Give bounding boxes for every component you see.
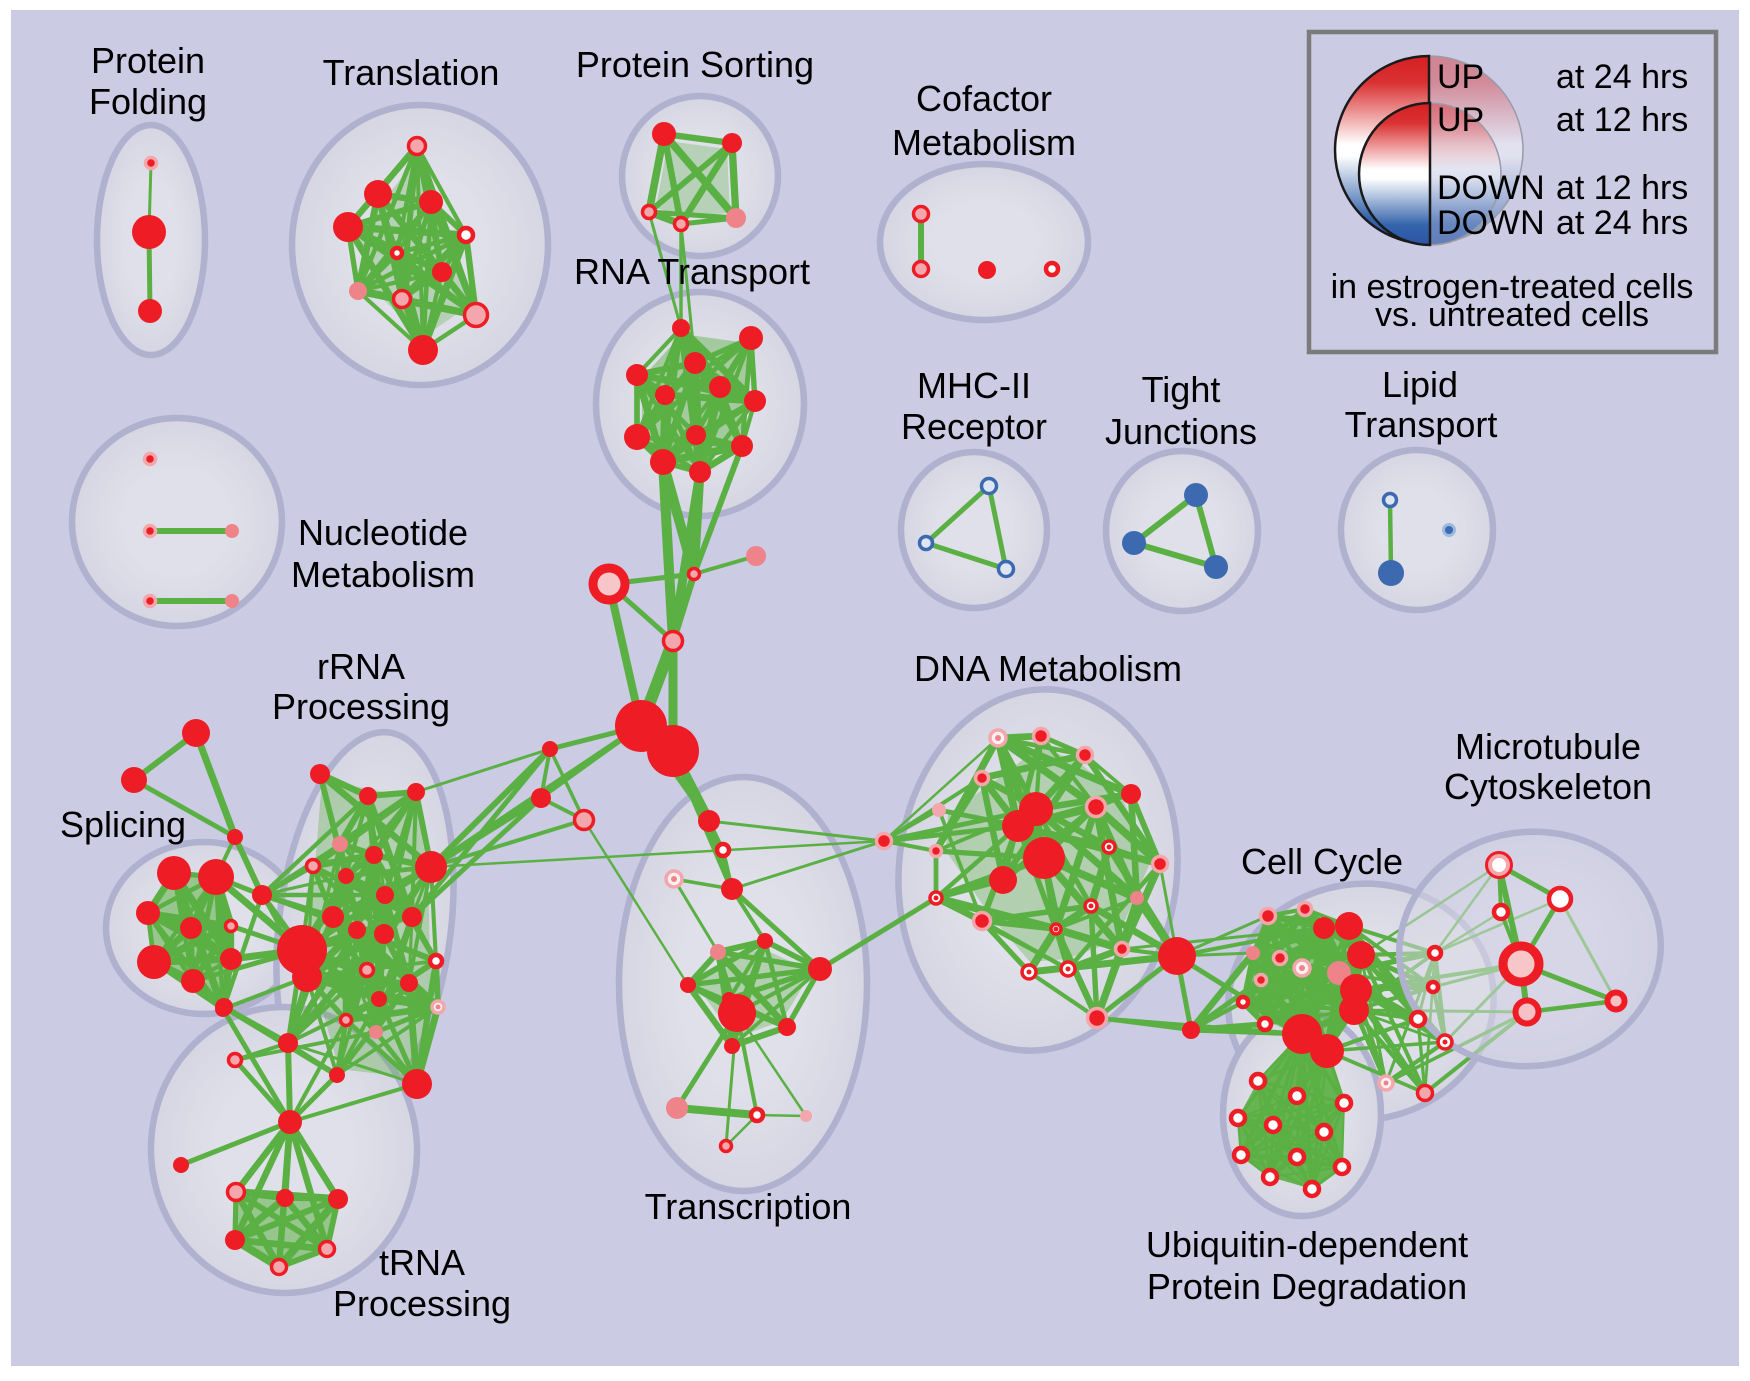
svg-text:rRNA: rRNA	[317, 646, 405, 687]
svg-text:Folding: Folding	[89, 81, 207, 122]
svg-text:at 12 hrs: at 12 hrs	[1556, 101, 1688, 139]
svg-text:at 24 hrs: at 24 hrs	[1556, 204, 1688, 242]
svg-text:Translation: Translation	[323, 52, 500, 93]
svg-text:Processing: Processing	[333, 1283, 511, 1324]
svg-text:Nucleotide: Nucleotide	[298, 512, 468, 553]
svg-text:Protein Degradation: Protein Degradation	[1147, 1266, 1467, 1307]
svg-text:Receptor: Receptor	[901, 406, 1047, 447]
svg-text:Splicing: Splicing	[60, 804, 186, 845]
svg-text:DNA Metabolism: DNA Metabolism	[914, 648, 1182, 689]
svg-text:vs. untreated cells: vs. untreated cells	[1375, 296, 1649, 334]
svg-text:Cofactor: Cofactor	[916, 78, 1052, 119]
svg-text:Metabolism: Metabolism	[291, 554, 475, 595]
svg-text:DOWN: DOWN	[1437, 204, 1545, 242]
svg-text:MHC-II: MHC-II	[917, 365, 1031, 406]
svg-text:Cytoskeleton: Cytoskeleton	[1444, 766, 1652, 807]
svg-text:Tight: Tight	[1142, 369, 1221, 410]
svg-text:UP: UP	[1437, 101, 1484, 139]
svg-text:Cell Cycle: Cell Cycle	[1241, 841, 1403, 882]
svg-text:UP: UP	[1437, 58, 1484, 96]
svg-text:DOWN: DOWN	[1437, 169, 1545, 207]
svg-text:tRNA: tRNA	[379, 1242, 465, 1283]
svg-text:Transport: Transport	[1345, 404, 1498, 445]
svg-text:Lipid: Lipid	[1382, 364, 1458, 405]
svg-text:in estrogen-treated cells: in estrogen-treated cells	[1331, 268, 1694, 306]
svg-text:at 12 hrs: at 12 hrs	[1556, 169, 1688, 207]
svg-text:Ubiquitin-dependent: Ubiquitin-dependent	[1146, 1224, 1468, 1265]
svg-text:Microtubule: Microtubule	[1455, 726, 1641, 767]
svg-text:Protein Sorting: Protein Sorting	[576, 44, 814, 85]
svg-text:Processing: Processing	[272, 686, 450, 727]
svg-text:Junctions: Junctions	[1105, 411, 1257, 452]
svg-text:at 24 hrs: at 24 hrs	[1556, 58, 1688, 96]
svg-text:Protein: Protein	[91, 40, 205, 81]
svg-text:RNA Transport: RNA Transport	[574, 251, 810, 292]
svg-text:Transcription: Transcription	[645, 1186, 852, 1227]
svg-text:Metabolism: Metabolism	[892, 122, 1076, 163]
